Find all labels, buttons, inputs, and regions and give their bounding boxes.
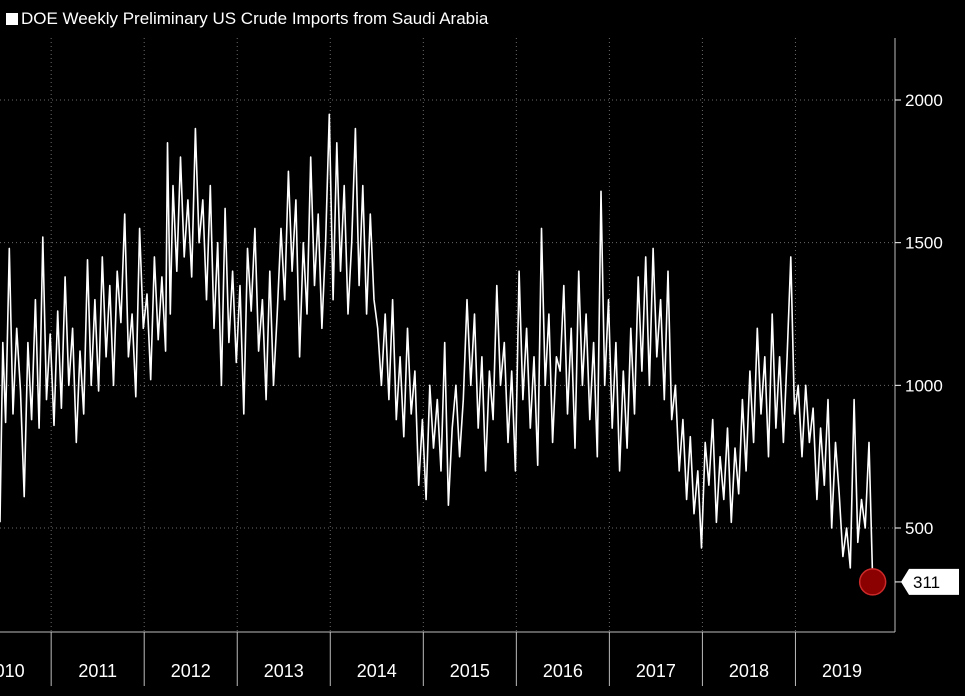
grid-lines [0, 38, 895, 632]
x-tick-label-2012: 2012 [171, 661, 211, 681]
axes: 500 1000 1500 2000 2010 2011 2012 2013 2014 2015 2… [0, 38, 943, 686]
y-tick-label-1500: 1500 [905, 234, 943, 253]
chart-title: DOE Weekly Preliminary US Crude Imports … [21, 9, 489, 28]
last-value-callout-box [901, 568, 959, 595]
last-value-marker [858, 568, 887, 596]
series-layer [0, 113, 874, 582]
x-tick-label-2014: 2014 [357, 661, 397, 681]
legend-swatch [6, 13, 18, 25]
x-tick-label-2011: 2011 [78, 661, 117, 681]
x-tick-label-2018: 2018 [729, 661, 769, 681]
x-tick-label-2016: 2016 [543, 661, 583, 681]
last-value-label: 311 [913, 573, 940, 592]
chart-legend: DOE Weekly Preliminary US Crude Imports … [6, 9, 488, 29]
series-line [0, 113, 874, 582]
x-tick-label-2017: 2017 [636, 661, 676, 681]
x-tick-label-2019: 2019 [822, 661, 862, 681]
x-tick-label-2013: 2013 [264, 661, 304, 681]
y-tick-label-500: 500 [905, 519, 933, 538]
last-value-marker-group: 311 [858, 568, 959, 596]
y-tick-label-2000: 2000 [905, 91, 943, 110]
y-tick-label-1000: 1000 [905, 376, 943, 395]
x-tick-label-2010: 2010 [0, 661, 25, 681]
x-tick-label-2015: 2015 [450, 661, 490, 681]
